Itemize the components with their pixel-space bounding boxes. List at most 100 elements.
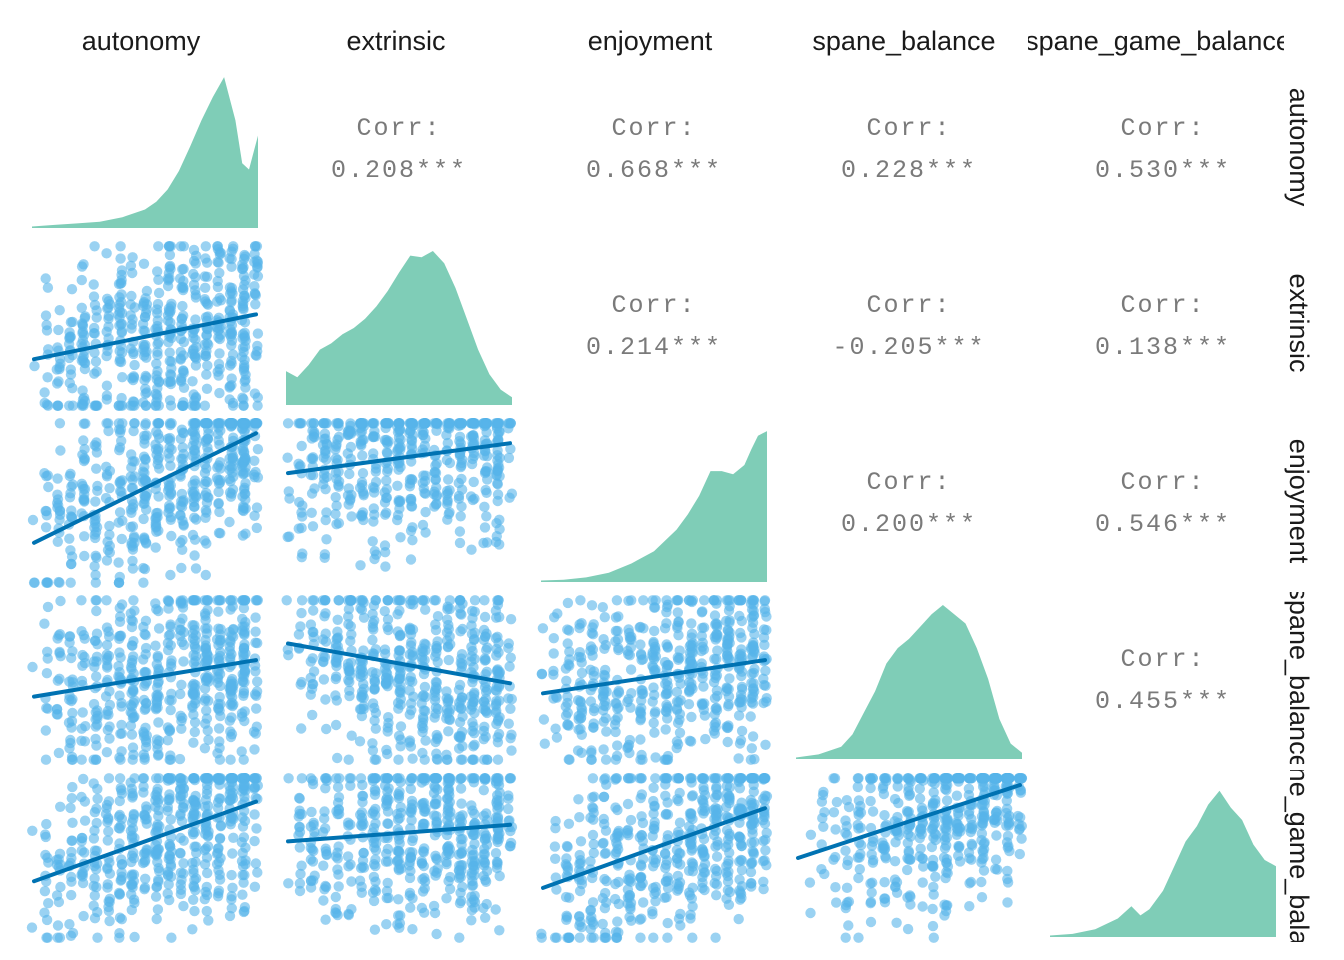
scatter-point xyxy=(67,817,78,828)
scatter-point xyxy=(138,298,149,309)
scatter-point xyxy=(574,885,586,897)
scatter-point xyxy=(226,903,237,914)
scatter-point xyxy=(638,595,649,606)
scatter-point xyxy=(77,649,88,661)
scatter-point xyxy=(212,677,223,688)
scatter-point xyxy=(190,393,201,404)
scatter-point xyxy=(722,722,734,733)
scatter-point xyxy=(114,445,125,456)
scatter-point xyxy=(102,879,114,890)
scatter-point xyxy=(466,800,477,811)
scatter-point xyxy=(382,722,393,733)
scatter-point xyxy=(492,418,503,429)
corr-panel-autonomy-spane-balance: Corr:0.228*** xyxy=(841,114,975,185)
scatter-point xyxy=(199,400,211,411)
scatter-point xyxy=(506,745,517,756)
scatter-point xyxy=(749,628,760,640)
scatter-point xyxy=(189,435,200,446)
scatter-point xyxy=(626,634,637,645)
scatter-point xyxy=(481,427,492,438)
scatter-point xyxy=(357,486,368,497)
scatter-point xyxy=(101,747,113,758)
scatter-point xyxy=(637,688,649,699)
scatter-point xyxy=(64,676,75,687)
scatter-point xyxy=(457,741,468,752)
scatter-point xyxy=(393,754,404,765)
scatter-point xyxy=(166,530,177,542)
scatter-point xyxy=(175,624,187,636)
scatter-point xyxy=(188,492,199,504)
scatter-point xyxy=(650,664,661,675)
scatter-point xyxy=(760,790,771,801)
scatter-point xyxy=(429,595,440,606)
scatter-point xyxy=(52,473,63,484)
scatter-point xyxy=(369,924,381,935)
scatter-point xyxy=(536,932,547,943)
scatter-point xyxy=(114,690,125,701)
scatter-point xyxy=(213,486,224,498)
scatter-point xyxy=(139,532,150,543)
scatter-point xyxy=(637,817,649,829)
scatter-point xyxy=(331,500,342,511)
scatter-point xyxy=(249,835,260,847)
scatter-point xyxy=(249,809,260,820)
scatter-point xyxy=(140,383,151,394)
scatter-point xyxy=(405,493,416,505)
scatter-point xyxy=(711,702,722,714)
scatter-point xyxy=(89,400,100,411)
scatter-point xyxy=(572,745,584,756)
scatter-point xyxy=(91,463,102,474)
regression-line xyxy=(32,658,258,699)
scatter-point xyxy=(237,869,248,881)
scatter-point xyxy=(252,261,263,272)
scatter-point xyxy=(394,847,405,858)
scatter-point xyxy=(723,605,735,616)
density-autonomy xyxy=(32,77,258,228)
scatter-point xyxy=(66,793,78,804)
scatter-point xyxy=(153,876,164,887)
scatter-point xyxy=(140,339,151,351)
scatter-point xyxy=(64,631,76,642)
scatter-point xyxy=(88,328,100,339)
scatter-point xyxy=(429,685,441,696)
scatter-point xyxy=(598,744,609,755)
scatter-point xyxy=(165,514,176,525)
scatter-point xyxy=(66,889,77,901)
scatter-point xyxy=(588,803,599,814)
scatter-point xyxy=(697,606,708,617)
scatter-point xyxy=(139,666,151,678)
scatter-point xyxy=(711,789,722,800)
scatter-point xyxy=(586,745,597,756)
scatter-point xyxy=(370,773,381,784)
scatter-point xyxy=(225,331,236,342)
scatter-point xyxy=(165,460,176,471)
scatter-point xyxy=(240,467,251,478)
scatter-point xyxy=(611,773,622,784)
scatter-point xyxy=(382,843,394,855)
scatter-point xyxy=(54,305,65,316)
scatter-point xyxy=(674,727,686,738)
corr-label: Corr: xyxy=(1120,468,1205,497)
scatter-point xyxy=(296,522,307,534)
scatter-point xyxy=(175,688,186,700)
scatter-point xyxy=(227,595,238,606)
scatter-point xyxy=(320,783,331,794)
scatter-point xyxy=(492,754,504,765)
scatter-point xyxy=(598,688,610,699)
scatter-point xyxy=(562,719,573,730)
scatter-point xyxy=(330,508,341,520)
scatter-point xyxy=(307,626,318,638)
scatter-point xyxy=(139,312,151,323)
scatter-point xyxy=(141,844,152,855)
scatter-point xyxy=(53,500,64,511)
scatter-point xyxy=(698,681,709,692)
scatter-point xyxy=(746,612,757,623)
scatter-point xyxy=(478,696,490,707)
scatter-panel-spane-game-balance-extrinsic xyxy=(283,773,518,943)
scatter-point xyxy=(429,712,440,723)
scatter-point xyxy=(139,467,150,479)
scatter-point xyxy=(165,754,176,765)
scatter-point xyxy=(226,729,238,740)
scatter-point xyxy=(660,859,672,870)
scatter-point xyxy=(368,430,379,442)
